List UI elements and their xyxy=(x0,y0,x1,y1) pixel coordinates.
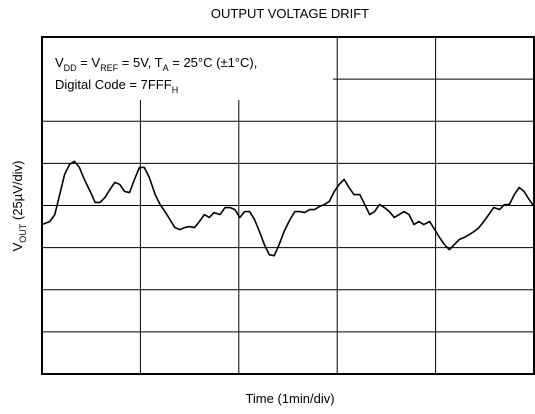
text-part: (25µV/div) xyxy=(10,161,25,224)
text-part: OUT xyxy=(18,223,28,243)
chart-title: OUTPUT VOLTAGE DRIFT xyxy=(211,6,369,21)
x-axis-label: Time (1min/div) xyxy=(245,391,334,406)
text-part: DD xyxy=(64,63,77,73)
text-part: = V xyxy=(77,55,101,70)
y-axis-label: VOUT (25µV/div) xyxy=(10,161,28,252)
text-part: REF xyxy=(100,63,119,73)
plot-frame xyxy=(41,36,535,375)
text-part: V xyxy=(55,55,64,70)
annotation: Digital Code = 7FFFH xyxy=(55,77,178,95)
annotation: VDD = VREF = 5V, TA = 25°C (±1°C), xyxy=(55,55,257,73)
text-part: A xyxy=(163,63,169,73)
annotation-background xyxy=(43,38,333,100)
text-part: = 25°C (±1°C), xyxy=(169,55,258,70)
text-part: Digital Code = 7FFF xyxy=(55,77,172,92)
text-part: = 5V, T xyxy=(118,55,163,70)
data-line xyxy=(41,160,535,257)
text-part: V xyxy=(10,242,25,251)
text-part: H xyxy=(172,85,179,95)
